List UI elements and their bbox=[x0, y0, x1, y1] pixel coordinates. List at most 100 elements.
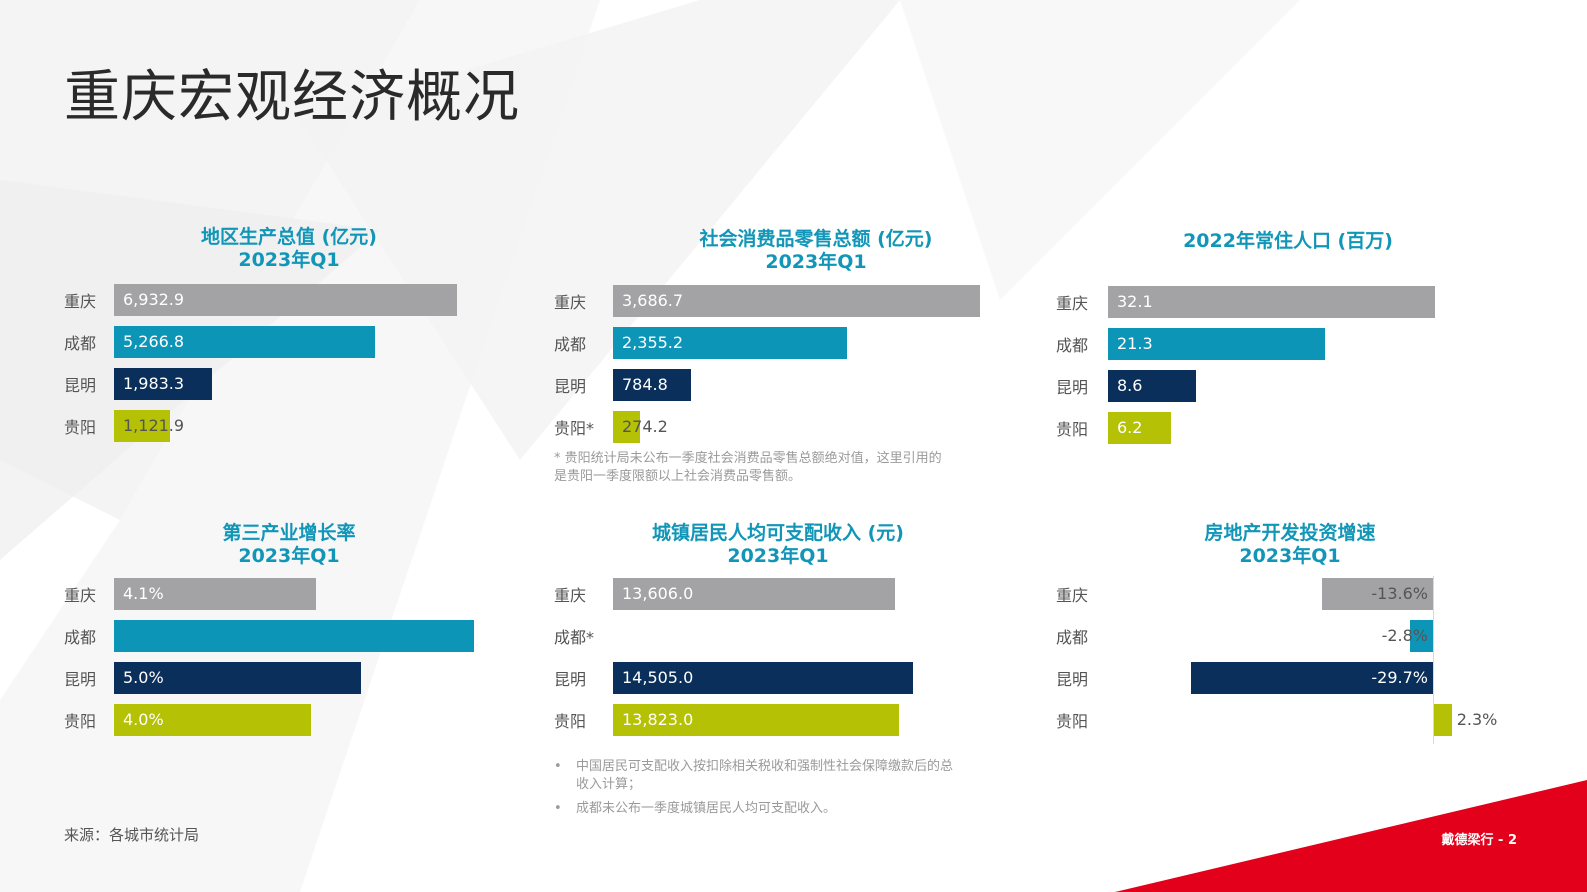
bar bbox=[1108, 286, 1435, 318]
bar-row: 贵阳* 274.2 bbox=[554, 411, 1054, 443]
category-label: 昆明 bbox=[64, 376, 97, 395]
category-label: 成都 bbox=[64, 334, 97, 353]
chart-title-line: 2023年Q1 bbox=[727, 545, 829, 567]
bar bbox=[114, 410, 170, 442]
chart-title-line: 2023年Q1 bbox=[238, 249, 340, 271]
bar-row: 成都 2,355.2 bbox=[554, 327, 1054, 359]
data-label: 784.8 bbox=[622, 375, 668, 394]
note-text: 中国居民可支配收入按扣除相关税收和强制性社会保障缴款后的总收入计算； bbox=[576, 759, 954, 792]
chart-income: 城镇居民人均可支配收入 (元) 2023年Q1 重庆 13,606.0 成都* 昆明 14,… bbox=[554, 522, 1054, 736]
category-label: 贵阳 bbox=[554, 712, 587, 731]
bar bbox=[1108, 412, 1172, 444]
note-item: * 贵阳统计局未公布一季度社会消费品零售总额绝对值，这里引用的是贵阳一季度限额以… bbox=[554, 450, 944, 486]
chart-title-line: 2022年常住人口 (百万) bbox=[1183, 230, 1393, 252]
category-label: 贵阳* bbox=[554, 419, 595, 438]
category-label: 重庆 bbox=[1056, 294, 1089, 313]
bullet-icon: • bbox=[554, 801, 562, 816]
chart-title-line: 社会消费品零售总额 (亿元) bbox=[699, 228, 933, 250]
chart-gdp: 地区生产总值 (亿元) 2023年Q1 重庆 6,932.9 成都 5,266.8 昆明 1,… bbox=[64, 226, 564, 442]
data-label: -13.6% bbox=[1371, 584, 1428, 603]
data-label: 4.0% bbox=[123, 710, 164, 729]
bar-row: 贵阳 13,823.0 bbox=[554, 704, 1054, 736]
bullet-icon: • bbox=[554, 759, 562, 774]
note-item: • 中国居民可支配收入按扣除相关税收和强制性社会保障缴款后的总收入计算； bbox=[554, 758, 954, 794]
bar-row: 昆明 784.8 bbox=[554, 369, 1054, 401]
bar bbox=[1433, 704, 1452, 736]
chart-title: 第三产业增长率 2023年Q1 bbox=[129, 522, 449, 568]
bar-row: 重庆 13,606.0 bbox=[554, 578, 1054, 610]
bar-row: 重庆 -13.6% bbox=[1056, 578, 1556, 610]
data-label: 2,355.2 bbox=[622, 333, 684, 352]
bar bbox=[613, 578, 895, 610]
data-label: 14,505.0 bbox=[622, 668, 694, 687]
bar-row: 昆明 5.0% bbox=[64, 662, 564, 694]
data-label: 3,686.7 bbox=[622, 291, 684, 310]
category-label: 重庆 bbox=[554, 293, 587, 312]
bar bbox=[1322, 578, 1433, 610]
category-label: 成都 bbox=[64, 628, 97, 647]
zero-axis bbox=[1433, 576, 1434, 744]
bar bbox=[114, 704, 312, 736]
chart-title-line: 城镇居民人均可支配收入 (元) bbox=[652, 522, 904, 544]
bar bbox=[114, 368, 213, 400]
bar-row: 贵阳 4.0% bbox=[64, 704, 564, 736]
footer-page-number: 戴德梁行 - 2 bbox=[1441, 833, 1518, 848]
bar bbox=[114, 662, 361, 694]
category-label: 贵阳 bbox=[64, 418, 97, 437]
chart-title-line: 第三产业增长率 bbox=[222, 522, 356, 544]
data-label: -29.7% bbox=[1371, 668, 1428, 687]
bar-row: 贵阳 6.2 bbox=[1056, 412, 1556, 444]
data-label: 6,932.9 bbox=[123, 290, 185, 309]
data-label: 6.2 bbox=[1117, 418, 1143, 437]
bar bbox=[1410, 620, 1433, 652]
note-item: • 成都未公布一季度城镇居民人均可支配收入。 bbox=[554, 800, 954, 818]
bar-row: 成都 5,266.8 bbox=[64, 326, 564, 358]
chart-title: 社会消费品零售总额 (亿元) 2023年Q1 bbox=[656, 228, 976, 274]
category-label: 贵阳 bbox=[1056, 712, 1089, 731]
chart-title: 房地产开发投资增速 2023年Q1 bbox=[1130, 522, 1450, 568]
bar bbox=[613, 411, 641, 443]
note-retail: * 贵阳统计局未公布一季度社会消费品零售总额绝对值，这里引用的是贵阳一季度限额以… bbox=[554, 450, 944, 492]
category-label: 成都* bbox=[554, 628, 595, 647]
bar bbox=[613, 369, 692, 401]
data-label: 32.1 bbox=[1117, 292, 1153, 311]
red-corner-band bbox=[1115, 780, 1587, 892]
category-label: 昆明 bbox=[554, 377, 587, 396]
note-text: * 贵阳统计局未公布一季度社会消费品零售总额绝对值，这里引用的是贵阳一季度限额以… bbox=[554, 451, 942, 484]
bar-row: 成都 7.3% bbox=[64, 620, 564, 652]
bar-row: 重庆 6,932.9 bbox=[64, 284, 564, 316]
chart-population: 2022年常住人口 (百万) 重庆 32.1 成都 21.3 昆明 8.6 贵阳 6.2 bbox=[1056, 230, 1556, 444]
category-label: 昆明 bbox=[64, 670, 97, 689]
category-label: 成都 bbox=[1056, 336, 1089, 355]
category-label: 重庆 bbox=[554, 586, 587, 605]
bar bbox=[613, 662, 914, 694]
category-label: 昆明 bbox=[554, 670, 587, 689]
bar-row: 成都 21.3 bbox=[1056, 328, 1556, 360]
bar bbox=[613, 704, 899, 736]
bar bbox=[1108, 370, 1196, 402]
data-label: 21.3 bbox=[1117, 334, 1153, 353]
category-label: 重庆 bbox=[1056, 586, 1089, 605]
bar-row: 贵阳 2.3% bbox=[1056, 704, 1556, 736]
chart-realestate: 房地产开发投资增速 2023年Q1 重庆 -13.6% 成都 -2.8% 昆明 -29.7% 贵… bbox=[1056, 522, 1556, 744]
bar-row: 成都 -2.8% bbox=[1056, 620, 1556, 652]
bar-row: 昆明 14,505.0 bbox=[554, 662, 1054, 694]
data-label: 1,983.3 bbox=[123, 374, 185, 393]
bar-row: 成都* bbox=[554, 620, 1054, 652]
category-label: 成都 bbox=[1056, 628, 1089, 647]
chart-title: 地区生产总值 (亿元) 2023年Q1 bbox=[129, 226, 449, 272]
bar-row: 重庆 32.1 bbox=[1056, 286, 1556, 318]
chart-title: 2022年常住人口 (百万) bbox=[1128, 230, 1448, 253]
bar-row: 贵阳 1,121.9 bbox=[64, 410, 564, 442]
note-income: • 中国居民可支配收入按扣除相关税收和强制性社会保障缴款后的总收入计算； • 成都未公… bbox=[554, 758, 954, 824]
bar-row: 昆明 1,983.3 bbox=[64, 368, 564, 400]
chart-retail: 社会消费品零售总额 (亿元) 2023年Q1 重庆 3,686.7 成都 2,355.2 昆… bbox=[554, 228, 1054, 443]
source-note: 来源：各城市统计局 bbox=[64, 826, 200, 844]
data-label: 5.0% bbox=[123, 668, 164, 687]
bar bbox=[114, 578, 317, 610]
chart-title: 城镇居民人均可支配收入 (元) 2023年Q1 bbox=[618, 522, 938, 568]
data-label: 13,606.0 bbox=[622, 584, 694, 603]
bar bbox=[114, 284, 457, 316]
chart-title-line: 2023年Q1 bbox=[765, 251, 867, 273]
bar bbox=[613, 285, 980, 317]
